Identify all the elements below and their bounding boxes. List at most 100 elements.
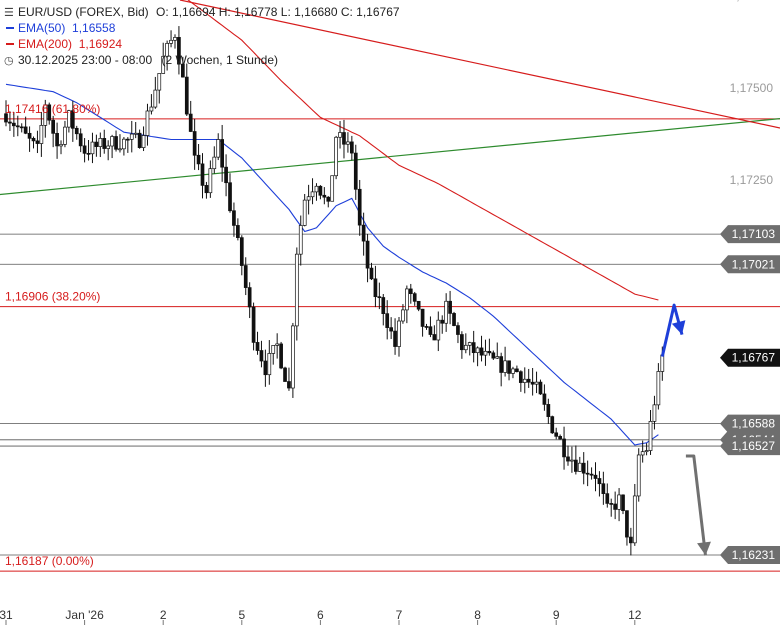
candle-body [196, 154, 201, 165]
candle-body [90, 141, 95, 155]
ema50-swatch [6, 26, 14, 29]
candle-body [629, 536, 633, 544]
candle-body [656, 371, 661, 406]
price-badge-text: 1,16588 [732, 417, 776, 431]
candle-body [479, 347, 484, 356]
candle-body [82, 145, 87, 154]
candle-body [118, 148, 122, 151]
price-badge[interactable] [720, 255, 780, 274]
candle-body [538, 381, 543, 395]
price-badge[interactable] [720, 437, 780, 456]
fib-label: 1,17416 (61.80%) [5, 102, 100, 116]
candle-body [420, 308, 425, 327]
candle-body [346, 141, 350, 145]
candle-body [224, 166, 228, 184]
x-tick-label: 6 [317, 608, 324, 622]
candle-body [291, 325, 295, 389]
chart-title-row: ☰ EUR/USD (FOREX, Bid) O: 1,16694 H: 1,16… [4, 5, 400, 21]
ema50-line [5, 83, 659, 446]
candle-body [601, 483, 606, 494]
ema200-line [187, 0, 659, 301]
trend-line [0, 118, 780, 196]
candle-body [133, 132, 138, 135]
candle-body [334, 136, 338, 177]
candle-body [137, 132, 142, 148]
candle-body [577, 462, 582, 472]
candle-body [39, 125, 44, 144]
price-badge[interactable] [720, 225, 780, 244]
candle-body [298, 225, 303, 255]
candle-body [636, 454, 641, 497]
candle-body [491, 352, 496, 359]
candle-body [456, 325, 460, 335]
candle-body [507, 360, 511, 374]
candle-body [122, 138, 126, 150]
candle-body [55, 132, 59, 147]
candle-body [94, 141, 99, 147]
candle-body [200, 163, 205, 186]
candle-body [625, 510, 629, 538]
candle-body [471, 342, 476, 354]
candle-body [357, 188, 362, 226]
candle-body [613, 503, 618, 510]
candle-body [467, 342, 472, 346]
candle-body [440, 319, 445, 324]
candle-body [98, 138, 103, 147]
candle-body [550, 416, 555, 434]
candle-body [15, 125, 20, 128]
legend-ema50[interactable]: EMA(50) 1,16558 [4, 21, 115, 36]
candle-body [275, 343, 280, 346]
candle-body [566, 456, 570, 462]
candle-body [349, 141, 354, 154]
candle-body [609, 503, 614, 505]
candle-body [259, 350, 264, 362]
candle-body [436, 319, 441, 341]
ohlc-values: O: 1,16694 H: 1,16778 L: 1,16680 C: 1,16… [156, 5, 400, 19]
x-tick-label: 9 [553, 608, 560, 622]
candle-body [389, 327, 393, 332]
candle-body [165, 42, 169, 57]
candle-body [515, 368, 519, 373]
candle-body [27, 132, 32, 139]
price-badge-text: 1,17103 [732, 227, 776, 241]
candle-body [495, 356, 500, 359]
candle-body [251, 306, 256, 343]
candle-body [526, 378, 531, 383]
x-tick-label: 31 [0, 608, 13, 622]
candle-body [208, 168, 213, 194]
candle-body [369, 267, 374, 280]
candle-body [255, 342, 260, 351]
candle-body [503, 360, 507, 373]
ema200-value: 1,16924 [78, 37, 123, 51]
candle-body [522, 378, 527, 383]
legend-ema200[interactable]: EMA(200) 1,16924 [4, 37, 122, 52]
candle-body [487, 350, 492, 354]
candle-body [12, 122, 16, 127]
ema200-swatch [6, 42, 14, 45]
x-tick-label: 8 [474, 608, 481, 622]
candle-body [192, 131, 197, 156]
candle-body [361, 224, 366, 242]
candle-body [153, 89, 158, 108]
candle-body [279, 343, 283, 369]
price-badge[interactable] [720, 545, 780, 564]
candle-body [338, 132, 342, 138]
candle-body [306, 196, 311, 201]
resistance-line [179, 0, 780, 129]
candle-body [475, 347, 480, 354]
current-price-badge-text: 1,16767 [732, 351, 776, 365]
candle-body [74, 127, 79, 135]
candle-body [452, 313, 456, 326]
candle-body [393, 330, 397, 347]
price-badge-text: 1,16527 [732, 439, 776, 453]
candlestick-icon: ☰ [4, 7, 14, 19]
price-badge[interactable] [720, 414, 780, 433]
current-price-badge[interactable] [720, 348, 780, 367]
x-tick-label: Jan '26 [65, 608, 104, 622]
fib-label: 1,16187 (0.00%) [5, 554, 94, 568]
candle-body [554, 432, 559, 437]
candle-body [216, 139, 221, 158]
candle-body [385, 313, 390, 328]
candle-body [546, 404, 551, 417]
